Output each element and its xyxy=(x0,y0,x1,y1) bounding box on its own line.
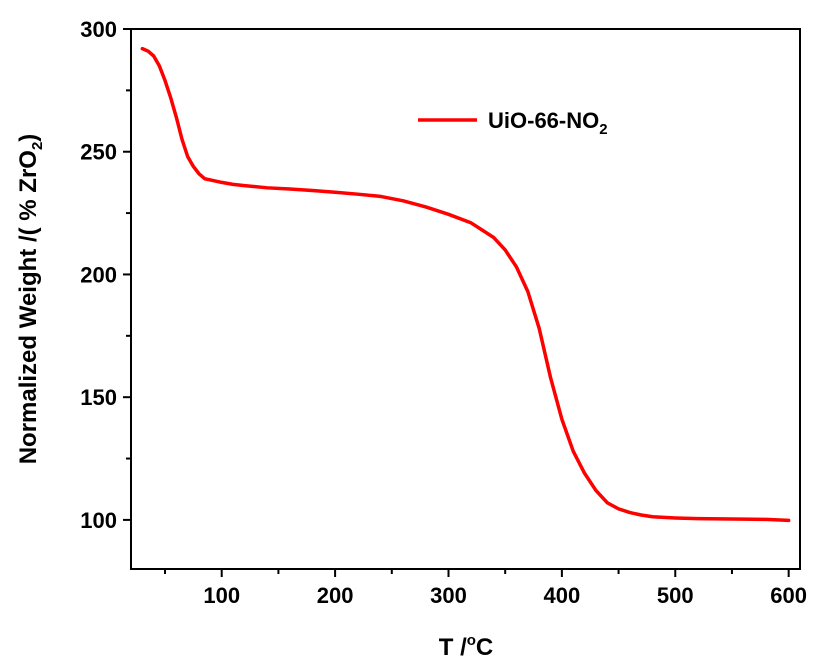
y-tick-label: 300 xyxy=(80,17,117,42)
legend: UiO-66-NO2 xyxy=(418,108,608,138)
x-tick-label: 500 xyxy=(657,583,694,608)
y-axis-title-sub: 2 xyxy=(29,142,46,150)
x-tick-label: 200 xyxy=(317,583,354,608)
y-axis-title: Normalized Weight /( % ZrO2) xyxy=(15,134,46,465)
y-tick-label: 150 xyxy=(80,385,117,410)
series-line-uio-66-no2 xyxy=(140,46,791,523)
x-axis-title-prefix: T / xyxy=(439,634,467,661)
y-tick-label: 250 xyxy=(80,140,117,165)
x-tick-label: 600 xyxy=(770,583,807,608)
x-axis-title: T /oC xyxy=(439,632,494,661)
x-tick-label: 300 xyxy=(430,583,467,608)
y-axis-title-text: Normalized Weight /( % ZrO xyxy=(15,150,42,464)
plot-frame xyxy=(130,28,801,570)
y-tick-label: 100 xyxy=(80,508,117,533)
x-tick-label: 100 xyxy=(203,583,240,608)
legend-label-text: UiO-66-NO xyxy=(488,108,599,133)
x-tick-label: 400 xyxy=(544,583,581,608)
x-axis-title-suffix: C xyxy=(476,634,493,661)
legend-label-sub: 2 xyxy=(599,121,607,138)
y-axis-title-close: ) xyxy=(15,134,42,142)
x-axis-title-sup: o xyxy=(467,632,476,649)
legend-label: UiO-66-NO2 xyxy=(488,108,608,138)
y-tick-label: 200 xyxy=(80,262,117,287)
axis-tick-labels: 100 200 300 400 500 600 100 150 200 250 300 xyxy=(80,17,807,608)
axis-ticks xyxy=(123,28,790,577)
